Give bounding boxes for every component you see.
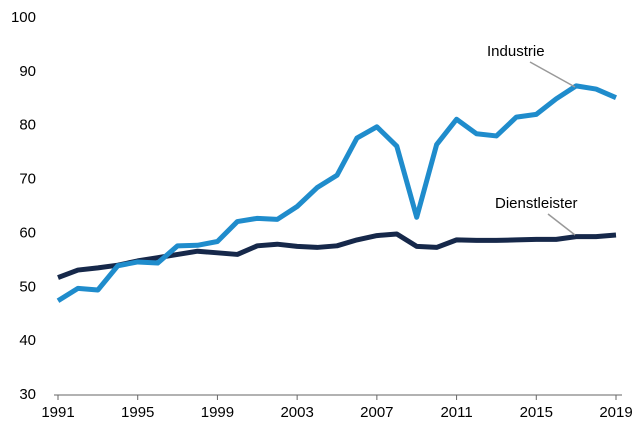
x-tick-label: 1991 — [41, 404, 74, 421]
x-tick-label: 2003 — [280, 404, 313, 421]
y-tick-label: 80 — [19, 117, 36, 134]
leader-line — [547, 213, 576, 236]
x-tick-label: 2019 — [599, 404, 632, 421]
x-tick-label: 1999 — [201, 404, 234, 421]
series-label: Industrie — [487, 43, 545, 60]
line-series — [57, 231, 617, 280]
y-tick-label: 70 — [19, 171, 36, 188]
line-series — [56, 83, 617, 303]
y-tick-label: 40 — [19, 332, 36, 349]
y-tick-label: 30 — [19, 386, 36, 403]
x-tick-label: 2015 — [520, 404, 553, 421]
x-tick-label: 2007 — [360, 404, 393, 421]
leader-line — [529, 61, 576, 88]
y-tick-label: 90 — [19, 63, 36, 80]
y-tick-label: 60 — [19, 224, 36, 241]
x-tick-label: 2011 — [440, 404, 472, 421]
y-tick-label: 50 — [19, 278, 36, 295]
x-tick-label: 1995 — [121, 404, 154, 421]
series-label: Dienstleister — [495, 195, 578, 212]
y-tick-label: 100 — [11, 9, 36, 26]
